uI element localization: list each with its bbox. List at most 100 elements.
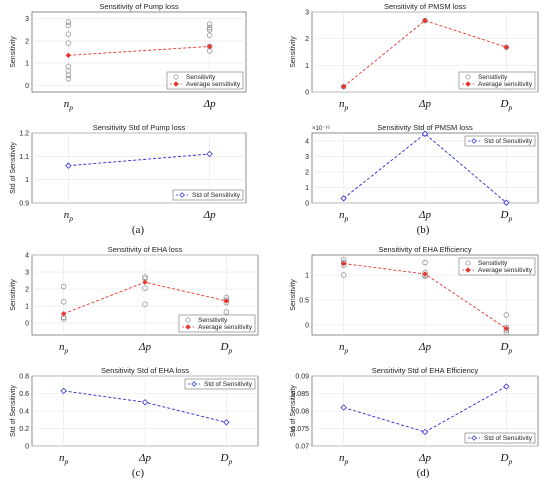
category-base: Δp: [418, 98, 431, 110]
x-category-label: np: [339, 209, 349, 223]
sensitivity-marker: [206, 32, 213, 39]
category-base: Δp: [203, 98, 216, 110]
std-sensitivity-marker: [421, 428, 429, 436]
category-base: Δp: [418, 209, 431, 221]
category-base: n: [64, 98, 70, 110]
y-tick-label: 2: [25, 38, 29, 45]
legend-box: [464, 135, 536, 147]
std-sensitivity-marker: [340, 404, 347, 411]
std-sensitivity-marker: [65, 162, 72, 169]
sensitivity-marker: [142, 301, 148, 308]
average-sensitivity-marker: [503, 44, 510, 50]
sensitivity-marker: [142, 285, 148, 291]
category-base: Δp: [418, 341, 431, 353]
y-tick-label: 3: [305, 10, 309, 17]
sensitivity-marker: [65, 63, 72, 70]
std-sensitivity-marker: [223, 419, 230, 426]
caption-a: (a): [132, 224, 145, 236]
legend-entry: Sensitivity: [198, 317, 228, 324]
x-category-label: np: [64, 98, 74, 112]
x-category-label: np: [59, 341, 69, 355]
x-category-label: np: [339, 341, 349, 355]
std-sensitivity-marker: [206, 150, 213, 158]
chart-a2: 0.9 1 1.1 1.2 np Δp Sensitivity Std of Pump lo…: [10, 123, 247, 223]
legend-box: [458, 71, 536, 90]
average-sensitivity-marker: [60, 310, 67, 317]
y-axis-label: Sensitivity: [290, 279, 297, 311]
average-sensitivity-marker: [340, 260, 347, 267]
legend-entry: Average sensitivity: [478, 267, 533, 274]
chart-title: Sensitivity Std of EHA loss: [101, 366, 189, 375]
caption-c: (c): [132, 467, 145, 479]
chart-title: Sensitivity Std of Pump loss: [93, 123, 186, 132]
sensitivity-marker: [60, 299, 67, 305]
std-sensitivity-marker: [340, 195, 347, 202]
sensitivity-marker: [206, 27, 213, 33]
x-category-label: Dp: [220, 341, 233, 355]
sensitivity-marker: [65, 75, 72, 82]
category-base: D: [500, 452, 509, 464]
legend-entry: Std of Sensitivity: [192, 192, 241, 199]
y-tick-label: 1.2: [19, 131, 29, 138]
average-sensitivity-line: [68, 45, 210, 56]
average-sensitivity-marker: [340, 83, 347, 90]
std-sensitivity-line: [68, 153, 210, 167]
legend-box: [184, 378, 256, 390]
x-category-label: Δp: [418, 98, 431, 110]
x-category-label: Dp: [500, 452, 513, 466]
sensitivity-marker: [503, 312, 510, 318]
x-category-label: Dp: [500, 341, 513, 355]
y-tick-label: 1.1: [19, 154, 29, 161]
legend-entry: Sensitivity: [186, 74, 216, 81]
y-axis-label: Std of Sensitivity: [10, 142, 17, 194]
y-tick-label: 1: [25, 61, 29, 68]
category-base: D: [220, 341, 229, 353]
sensitivity-marker: [206, 24, 213, 31]
std-sensitivity-marker: [503, 199, 510, 206]
x-category-label: Dp: [500, 98, 513, 112]
legend: Std of Sensitivity: [464, 432, 536, 444]
y-tick-label: 0.08: [295, 409, 309, 416]
sensitivity-marker: [223, 309, 230, 315]
average-sensitivity-marker: [206, 43, 213, 50]
legend-marker-sensitivity: [465, 260, 471, 266]
category-base: n: [339, 452, 345, 464]
legend-box: [458, 257, 536, 276]
legend-box: [172, 189, 244, 201]
category-subscript: p: [227, 457, 232, 466]
chart-title: Sensitivity of EHA loss: [108, 245, 183, 254]
category-subscript: p: [68, 214, 73, 223]
average-sensitivity-marker: [422, 17, 428, 24]
y-tick-label: 3: [305, 154, 309, 161]
y-tick-label: 2: [305, 36, 309, 43]
x-category-label: Dp: [220, 452, 233, 466]
category-base: n: [59, 452, 65, 464]
legend-marker-sensitivity: [185, 317, 191, 323]
category-subscript: p: [344, 103, 349, 112]
average-sensitivity-marker: [65, 52, 72, 59]
legend-entry: Average sensitivity: [186, 81, 241, 88]
category-subscript: p: [344, 346, 349, 355]
average-sensitivity-marker: [422, 271, 428, 277]
category-subscript: p: [507, 457, 512, 466]
x-category-label: Δp: [203, 209, 216, 221]
category-base: D: [500, 209, 509, 221]
y-tick-label: 0: [25, 83, 29, 90]
y-tick-label: 1: [305, 185, 309, 192]
chart-a1: 0 1 2 3 np Δp Sensitivity of Pump loss Sensitiv…: [10, 2, 247, 112]
x-category-label: np: [59, 452, 69, 466]
legend-entry: Std of Sensitivity: [484, 138, 533, 145]
y-exponent-label: ×10⁻¹⁶: [312, 125, 330, 132]
average-sensitivity-marker: [503, 325, 510, 332]
x-category-label: Dp: [500, 209, 513, 223]
y-axis-label: Sensitivity: [10, 279, 17, 311]
y-axis-label: Std of Sensitivity: [290, 385, 297, 437]
category-base: D: [500, 98, 509, 110]
category-subscript: p: [227, 346, 232, 355]
